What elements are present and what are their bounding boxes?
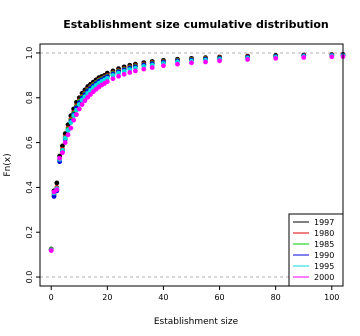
data-point: [51, 193, 57, 199]
data-point: [116, 73, 121, 79]
data-point: [273, 55, 279, 61]
legend-label: 1985: [314, 240, 334, 249]
y-tick-label: 0.6: [25, 136, 34, 149]
legend-label: 1995: [314, 262, 334, 271]
data-points: [48, 51, 346, 253]
data-point: [60, 150, 65, 156]
y-tick-label: 0.2: [25, 226, 34, 239]
data-point: [54, 180, 60, 186]
data-point: [54, 187, 60, 193]
x-tick-label: 0: [49, 293, 54, 302]
data-point: [71, 117, 77, 123]
x-axis: 0 20 40 60 80 100: [49, 286, 339, 302]
data-point: [74, 112, 79, 117]
data-point: [104, 75, 110, 81]
y-tick-label: 0.4: [25, 181, 34, 194]
data-point: [245, 57, 251, 62]
data-point: [76, 106, 82, 112]
y-tick-label: 1.0: [25, 47, 34, 60]
data-point: [127, 70, 133, 75]
x-tick-label: 20: [102, 293, 112, 302]
data-point: [60, 143, 65, 149]
x-tick-label: 100: [324, 293, 339, 302]
x-tick-label: 60: [214, 293, 224, 302]
data-point: [161, 63, 166, 69]
plot-frame: [39, 43, 344, 287]
data-point: [149, 65, 155, 70]
y-axis-label: Fn(x): [3, 153, 13, 176]
data-point: [132, 68, 138, 74]
data-point: [203, 59, 208, 65]
chart-title: Establishment size cumulative distributi…: [63, 18, 328, 31]
data-point: [329, 54, 335, 60]
legend-box: [288, 213, 344, 287]
data-point: [110, 72, 116, 78]
data-point: [62, 140, 68, 145]
data-point: [65, 132, 71, 138]
data-point: [79, 102, 85, 107]
y-axis: 0.0 0.2 0.4 0.6 0.8 1.0: [25, 47, 40, 284]
legend-label: 2000: [314, 273, 334, 282]
data-point: [110, 76, 116, 82]
data-point: [68, 125, 74, 131]
legend-label: 1980: [314, 229, 334, 238]
data-point: [189, 60, 194, 66]
data-point: [217, 58, 222, 64]
data-point: [141, 66, 147, 72]
x-axis-label: Establishment size: [154, 317, 239, 327]
x-tick-label: 80: [271, 293, 281, 302]
data-point: [82, 98, 88, 104]
x-tick-label: 40: [158, 293, 168, 302]
data-point: [62, 135, 68, 141]
data-point: [104, 79, 110, 85]
data-point: [175, 61, 180, 67]
y-tick-label: 0.0: [25, 271, 34, 284]
data-point: [48, 248, 54, 253]
data-point: [121, 71, 127, 77]
y-tick-label: 0.8: [25, 91, 34, 104]
legend: 1997 1980 1985 1990 1995 2000: [288, 213, 344, 287]
legend-label: 1997: [314, 218, 334, 227]
legend-label: 1990: [314, 251, 334, 260]
data-point: [57, 155, 63, 161]
data-point: [301, 55, 307, 60]
